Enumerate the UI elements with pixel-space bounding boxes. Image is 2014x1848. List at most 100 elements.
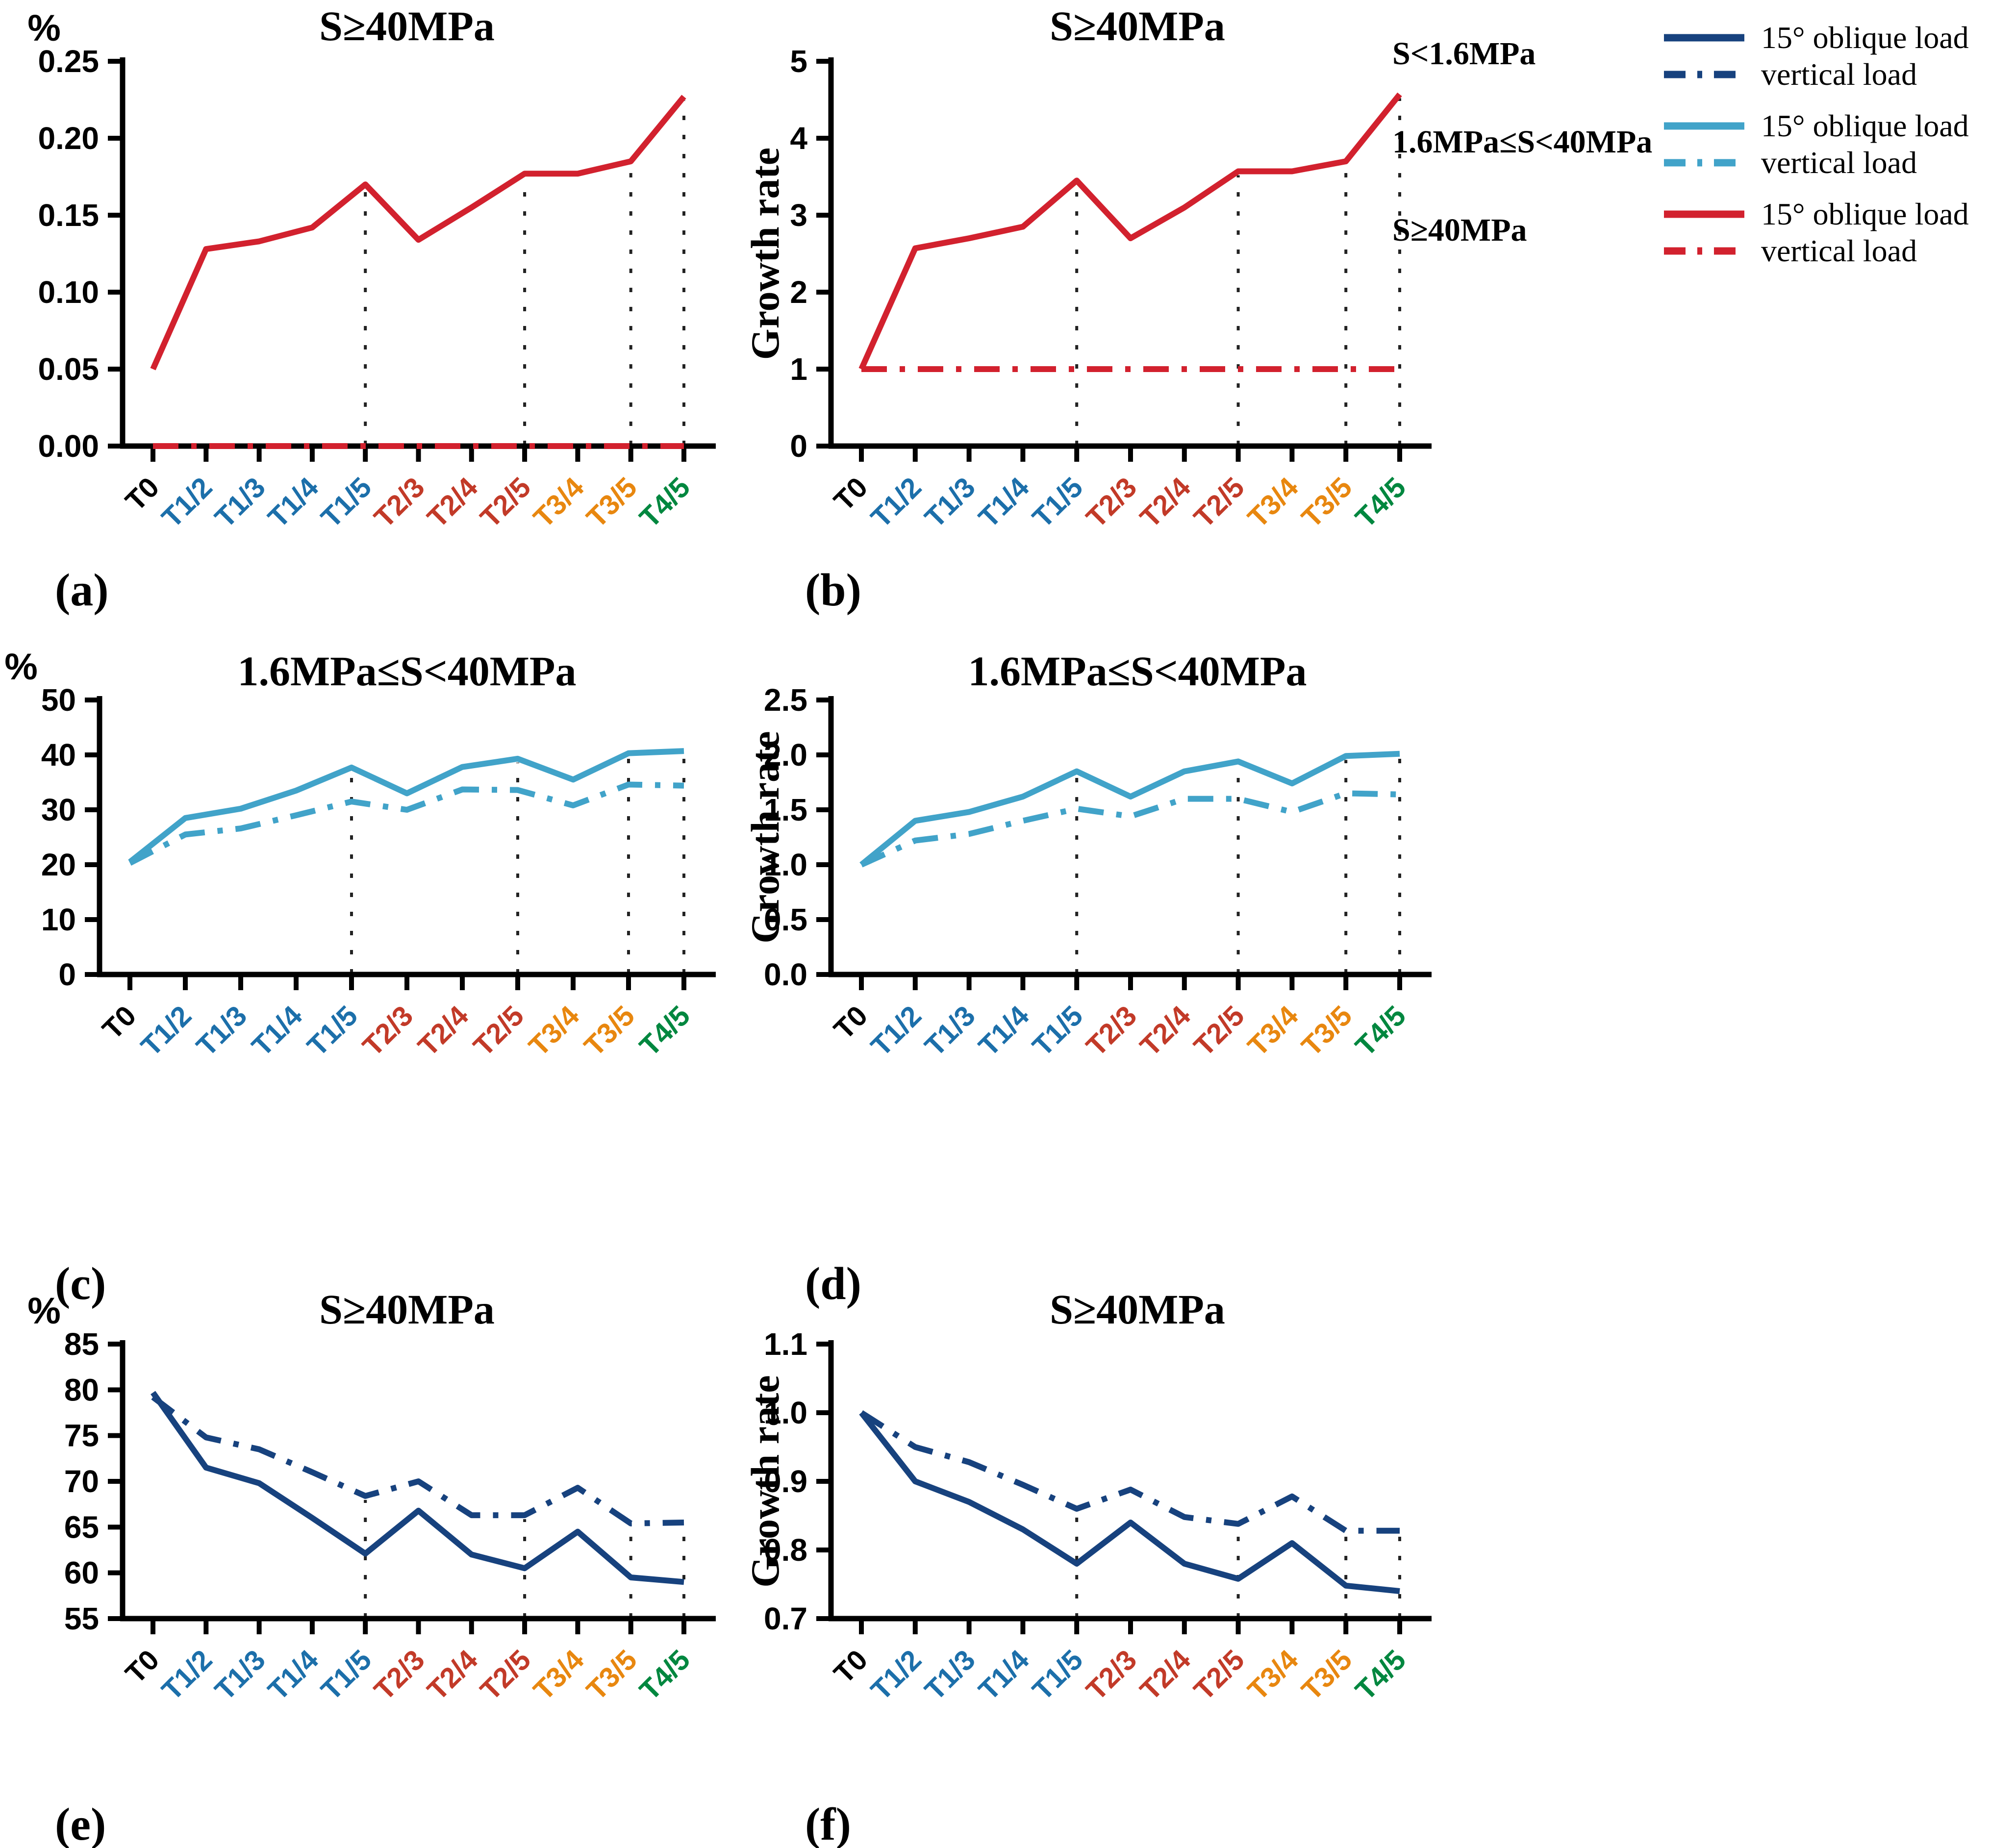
x-tick-label: T1/4 xyxy=(973,1644,1035,1706)
dashdot-line-sample-icon xyxy=(1664,159,1744,167)
y-tick-label: 1.5 xyxy=(764,792,807,827)
x-tick-label: T2/4 xyxy=(1134,999,1197,1062)
x-tick-label: T1/5 xyxy=(1026,1644,1089,1706)
x-tick-label: T1/2 xyxy=(135,999,198,1062)
y-tick-label: 85 xyxy=(64,1326,99,1362)
panel-letter-a: (a) xyxy=(55,565,109,616)
x-tick-label: T1/2 xyxy=(865,471,928,534)
x-tick-label: T2/5 xyxy=(1188,999,1251,1062)
x-tick-label: T1/2 xyxy=(865,999,928,1062)
y-tick-label: 2.5 xyxy=(764,682,807,718)
y-tick-label: 65 xyxy=(64,1509,99,1545)
x-tick-label: T2/5 xyxy=(1188,471,1251,534)
x-tick-label: T3/4 xyxy=(1242,1644,1305,1706)
x-tick-label: T3/4 xyxy=(1242,471,1305,534)
series-line-oblique-load xyxy=(128,748,684,865)
y-tick-label: 0.8 xyxy=(764,1532,807,1568)
x-tick-label: T1/2 xyxy=(155,1644,218,1706)
series-line-oblique-load xyxy=(150,95,686,371)
x-tick-label: T1/4 xyxy=(246,999,308,1062)
x-tick-label: T2/3 xyxy=(368,1644,431,1706)
chart-c: 1.6MPa≤S<40MPa%01020304050T0T1/2T1/3T1/4… xyxy=(4,646,716,1062)
x-tick-label: T3/4 xyxy=(528,471,590,534)
y-tick-label: 1.0 xyxy=(764,847,807,882)
x-tick-label: T1/3 xyxy=(919,471,982,534)
x-tick-label: T2/3 xyxy=(368,471,431,534)
y-axis-label: Growth rate xyxy=(743,731,787,943)
y-tick-label: 0.10 xyxy=(38,275,99,310)
y-tick-label: 0.0 xyxy=(764,957,807,992)
y-tick-label: 0.5 xyxy=(764,902,807,937)
legend-entry-label: vertical load xyxy=(1761,57,1917,92)
x-tick-label: T3/5 xyxy=(1295,999,1358,1062)
legend-entry-label: vertical load xyxy=(1761,233,1917,268)
y-tick-label: 4 xyxy=(790,121,807,156)
solid-line-sample-icon xyxy=(1664,122,1744,130)
x-tick-label: T3/5 xyxy=(578,999,641,1062)
legend-entry-label: 15° oblique load xyxy=(1761,108,1969,143)
y-tick-label: 40 xyxy=(41,737,76,773)
x-tick-label: T3/4 xyxy=(528,1644,590,1706)
dashdot-line-sample-icon xyxy=(1664,71,1744,78)
chart-title: 1.6MPa≤S<40MPa xyxy=(238,648,577,695)
x-tick-label: T1/3 xyxy=(919,999,982,1062)
legend-entry-cyan-oblique: 15° oblique load xyxy=(1662,107,1969,145)
x-tick-label: T4/5 xyxy=(1349,471,1412,534)
panel-c: 1.6MPa≤S<40MPa% 0 10 20 30 40 50 T0 T1/2 T1/3 T1/4… xyxy=(0,646,750,1309)
panel-letter-e: (e) xyxy=(55,1799,106,1848)
x-tick-label: T4/5 xyxy=(633,1644,696,1706)
x-tick-label: T1/3 xyxy=(209,1644,272,1706)
x-tick-label: T1/3 xyxy=(190,999,253,1062)
panel-letter-d: (d) xyxy=(805,1258,861,1309)
x-tick-label: T2/4 xyxy=(1134,1644,1197,1706)
legend-entry-cyan-vertical: vertical load xyxy=(1662,144,1917,181)
x-tick-label: T2/4 xyxy=(421,1644,484,1706)
y-tick-label: 50 xyxy=(41,682,76,718)
y-tick-label: 3 xyxy=(790,198,807,233)
y-axis-unit-label: % xyxy=(4,646,38,688)
y-tick-label: 70 xyxy=(64,1464,99,1499)
chart-a: S≥40MPa%0.000.050.100.150.200.25T0T1/2T1… xyxy=(27,2,716,534)
chart-title: S≥40MPa xyxy=(1050,1286,1225,1333)
x-tick-label: T4/5 xyxy=(1349,999,1412,1062)
y-tick-label: 1 xyxy=(790,351,807,387)
x-tick-label: T1/3 xyxy=(919,1644,982,1706)
y-tick-label: 10 xyxy=(41,902,76,937)
x-tick-label: T4/5 xyxy=(633,999,696,1062)
panel-d: 1.6MPa≤S<40MPa Growth rate 0.0 0.5 1.0 1.5 2.0… xyxy=(743,648,1476,1309)
series-line-vertical-load xyxy=(151,1395,684,1526)
panel-letter-c: (c) xyxy=(55,1258,106,1309)
x-tick-label: T2/5 xyxy=(474,471,537,534)
y-tick-label: 20 xyxy=(41,847,76,882)
x-tick-label: T1/4 xyxy=(262,1644,325,1706)
x-tick-label: T1/4 xyxy=(262,471,325,534)
y-tick-label: 0.20 xyxy=(38,121,99,156)
y-axis-unit-label: % xyxy=(27,7,61,49)
y-tick-label: 0.25 xyxy=(38,44,99,79)
x-tick-label: T3/5 xyxy=(1295,471,1358,534)
legend-entry-label: vertical load xyxy=(1761,145,1917,180)
chart-title: S≥40MPa xyxy=(319,2,495,50)
y-tick-label: 55 xyxy=(64,1601,99,1636)
x-tick-label: T2/4 xyxy=(421,471,484,534)
series-line-oblique-load xyxy=(151,1391,684,1585)
x-tick-label: T2/3 xyxy=(1080,471,1143,534)
x-tick-label: T3/5 xyxy=(580,1644,643,1706)
panel-letter-b: (b) xyxy=(805,565,861,616)
legend-entry-navy-oblique: 15° oblique load xyxy=(1662,19,1969,56)
series-line-oblique-load xyxy=(859,1411,1400,1594)
y-tick-label: 80 xyxy=(64,1372,99,1407)
y-tick-label: 2.0 xyxy=(764,737,807,773)
y-tick-label: 1.1 xyxy=(764,1326,807,1362)
legend-entry-navy-vertical: vertical load xyxy=(1662,56,1917,93)
solid-line-sample-icon xyxy=(1664,210,1744,218)
x-tick-label: T1/5 xyxy=(1026,471,1089,534)
x-tick-label: T3/4 xyxy=(523,999,585,1062)
x-tick-label: T2/3 xyxy=(356,999,419,1062)
series-line-oblique-load xyxy=(859,750,1400,867)
chart-title: 1.6MPa≤S<40MPa xyxy=(968,648,1307,695)
chart-e: S≥40MPa%55606570758085T0T1/2T1/3T1/4T1/5… xyxy=(27,1286,716,1706)
x-tick-label: T1/5 xyxy=(1026,999,1089,1062)
x-tick-label: T2/4 xyxy=(412,999,475,1062)
